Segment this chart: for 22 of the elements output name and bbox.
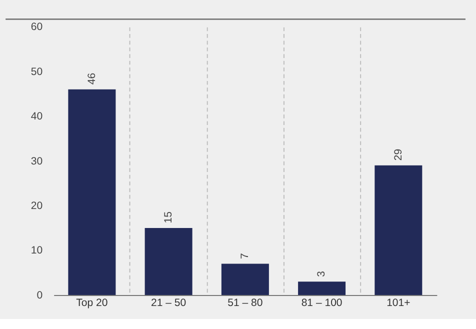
bar: [144, 228, 192, 296]
data-label: 3: [316, 270, 328, 277]
data-label: 7: [239, 252, 252, 259]
data-label: 46: [86, 72, 98, 85]
y-tick-label: 0: [36, 289, 43, 302]
x-tick-label: Top 20: [76, 297, 108, 310]
bar: [68, 89, 116, 296]
bar: [374, 165, 422, 296]
y-tick-label: 20: [30, 200, 43, 212]
x-tick-label: 81 – 100: [301, 297, 342, 310]
x-tick-label: 51 – 80: [228, 297, 263, 310]
y-tick-label: 40: [30, 110, 43, 123]
x-tick-label: 101+: [386, 297, 410, 310]
y-tick-label: 60: [30, 21, 43, 34]
y-tick-label: 50: [30, 66, 43, 78]
data-label: 29: [392, 148, 404, 161]
y-tick-label: 10: [30, 244, 43, 257]
y-tick-label: 30: [30, 155, 43, 168]
data-label: 15: [162, 211, 174, 224]
x-tick-label: 21 – 50: [151, 297, 186, 310]
bar: [298, 282, 346, 296]
bar: [221, 264, 269, 296]
